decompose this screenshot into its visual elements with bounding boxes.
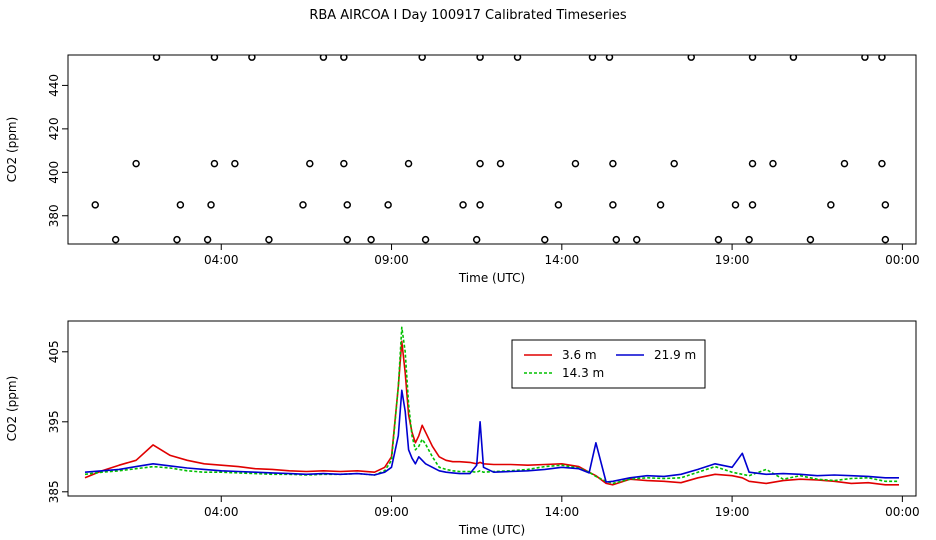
data-point xyxy=(687,55,695,61)
data-point xyxy=(731,201,740,209)
data-point xyxy=(748,201,757,209)
data-point xyxy=(878,55,886,61)
y-tick-label: 385 xyxy=(47,480,61,503)
series-line-14-3-m xyxy=(84,326,899,485)
data-point xyxy=(210,55,219,61)
data-point xyxy=(878,159,886,168)
y-tick-label: 440 xyxy=(47,74,61,97)
data-point xyxy=(265,235,273,244)
data-point xyxy=(745,235,753,244)
data-point xyxy=(496,159,505,168)
data-point xyxy=(806,235,815,244)
data-point xyxy=(605,55,614,61)
plot-area xyxy=(91,55,890,244)
series-line-3-6-m xyxy=(84,340,899,486)
y-tick-label: 405 xyxy=(47,340,61,363)
data-point xyxy=(670,159,678,168)
data-point xyxy=(418,55,426,61)
data-point xyxy=(748,159,757,168)
data-point xyxy=(588,55,597,61)
data-point xyxy=(343,201,352,209)
data-point xyxy=(609,159,617,168)
series-line-21-9-m xyxy=(84,389,899,483)
data-point xyxy=(459,201,467,209)
legend-label: 14.3 m xyxy=(562,366,604,380)
x-tick-label: 09:00 xyxy=(374,505,409,519)
data-point xyxy=(203,235,212,244)
data-point xyxy=(152,55,161,61)
data-point xyxy=(132,159,140,168)
y-tick-label: 400 xyxy=(47,161,61,184)
x-tick-label: 19:00 xyxy=(715,253,750,267)
data-point xyxy=(173,235,181,244)
data-point xyxy=(210,159,219,168)
page-title: RBA AIRCOA I Day 100917 Calibrated Times… xyxy=(309,8,627,23)
data-point xyxy=(881,235,890,244)
data-point xyxy=(340,55,348,61)
data-point xyxy=(840,159,849,168)
data-point xyxy=(319,55,328,61)
x-tick-label: 04:00 xyxy=(204,253,239,267)
x-tick-label: 14:00 xyxy=(545,253,580,267)
data-point xyxy=(714,235,723,244)
plot-area xyxy=(84,326,899,486)
data-point xyxy=(748,55,757,61)
data-point xyxy=(91,201,99,209)
data-point xyxy=(881,201,890,209)
y-axis-label: CO2 (ppm) xyxy=(5,117,19,183)
legend-label: 3.6 m xyxy=(562,348,597,362)
plot-frame xyxy=(67,320,917,497)
y-tick-label: 420 xyxy=(47,117,61,140)
x-tick-label: 09:00 xyxy=(374,253,409,267)
x-tick-label: 19:00 xyxy=(715,505,750,519)
data-point xyxy=(367,235,375,244)
legend: 3.6 m 14.3 m 21.9 m xyxy=(511,339,706,389)
data-point xyxy=(827,201,835,209)
data-point xyxy=(207,201,215,209)
data-point xyxy=(476,201,484,209)
data-point xyxy=(554,201,563,209)
data-point xyxy=(656,201,665,209)
y-axis-label: CO2 (ppm) xyxy=(5,376,19,442)
y-tick-label: 395 xyxy=(47,410,61,433)
data-point xyxy=(176,201,185,209)
data-point xyxy=(340,159,348,168)
data-point xyxy=(609,201,617,209)
data-point xyxy=(111,235,120,244)
data-point xyxy=(541,235,549,244)
data-point xyxy=(404,159,413,168)
legend-label: 21.9 m xyxy=(654,348,696,362)
data-point xyxy=(769,159,777,168)
data-point xyxy=(472,235,481,244)
plot-frame xyxy=(67,54,917,245)
data-point xyxy=(306,159,314,168)
legend-box xyxy=(511,339,706,389)
x-tick-label: 14:00 xyxy=(545,505,580,519)
data-point xyxy=(231,159,239,168)
x-tick-label: 00:00 xyxy=(885,505,920,519)
data-point xyxy=(513,55,522,61)
data-point xyxy=(571,159,580,168)
data-point xyxy=(421,235,430,244)
panel-bottom-panel: 04:00 09:00 14:00 19:00 00:00 385 395 405 Time (… xyxy=(5,320,920,537)
x-tick-label: 00:00 xyxy=(885,253,920,267)
x-axis-label: Time (UTC) xyxy=(458,523,525,537)
data-point xyxy=(299,201,307,209)
data-point xyxy=(343,235,352,244)
panel-top-panel: 04:00 09:00 14:00 19:00 00:00 380 400 420 440 Tim… xyxy=(5,54,920,285)
y-tick-label: 380 xyxy=(47,204,61,227)
data-point xyxy=(476,159,484,168)
data-point xyxy=(861,55,869,61)
data-point xyxy=(476,55,484,61)
data-point xyxy=(632,235,641,244)
x-tick-label: 04:00 xyxy=(204,505,239,519)
x-axis-label: Time (UTC) xyxy=(458,271,525,285)
data-point xyxy=(384,201,392,209)
data-point xyxy=(789,55,798,61)
data-point xyxy=(612,235,621,244)
data-point xyxy=(248,55,256,61)
